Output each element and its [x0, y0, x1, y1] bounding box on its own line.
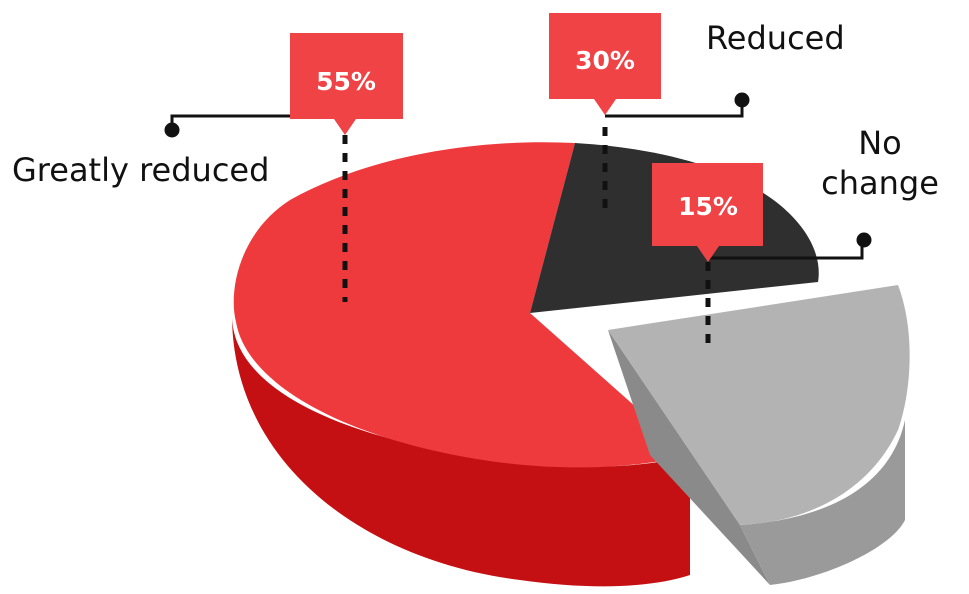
value-label-greatly-reduced: 55%: [316, 67, 376, 96]
badge-reduced: 30%: [549, 13, 661, 115]
slice-no-change-front: [740, 420, 905, 585]
value-label-reduced: 30%: [575, 46, 635, 75]
slice-greatly-reduced: [233, 142, 690, 468]
label-reduced: Reduced: [706, 19, 845, 57]
value-label-no-change: 15%: [678, 192, 738, 221]
leader-greatly-reduced: [170, 114, 292, 130]
leader-dot-greatly-reduced: [164, 122, 180, 138]
slice-no-change: [608, 285, 910, 525]
badge-greatly-reduced: 55%: [290, 33, 403, 135]
slice-no-change-side: [608, 330, 770, 585]
badge-no-change: 15%: [652, 163, 763, 262]
leader-dot-no-change: [856, 232, 872, 248]
leader-reduced: [605, 100, 744, 118]
label-greatly-reduced: Greatly reduced: [12, 151, 270, 189]
slice-greatly-reduced-side: [232, 315, 690, 587]
label-no-change: No change: [821, 124, 939, 202]
leader-dot-reduced: [734, 92, 750, 108]
